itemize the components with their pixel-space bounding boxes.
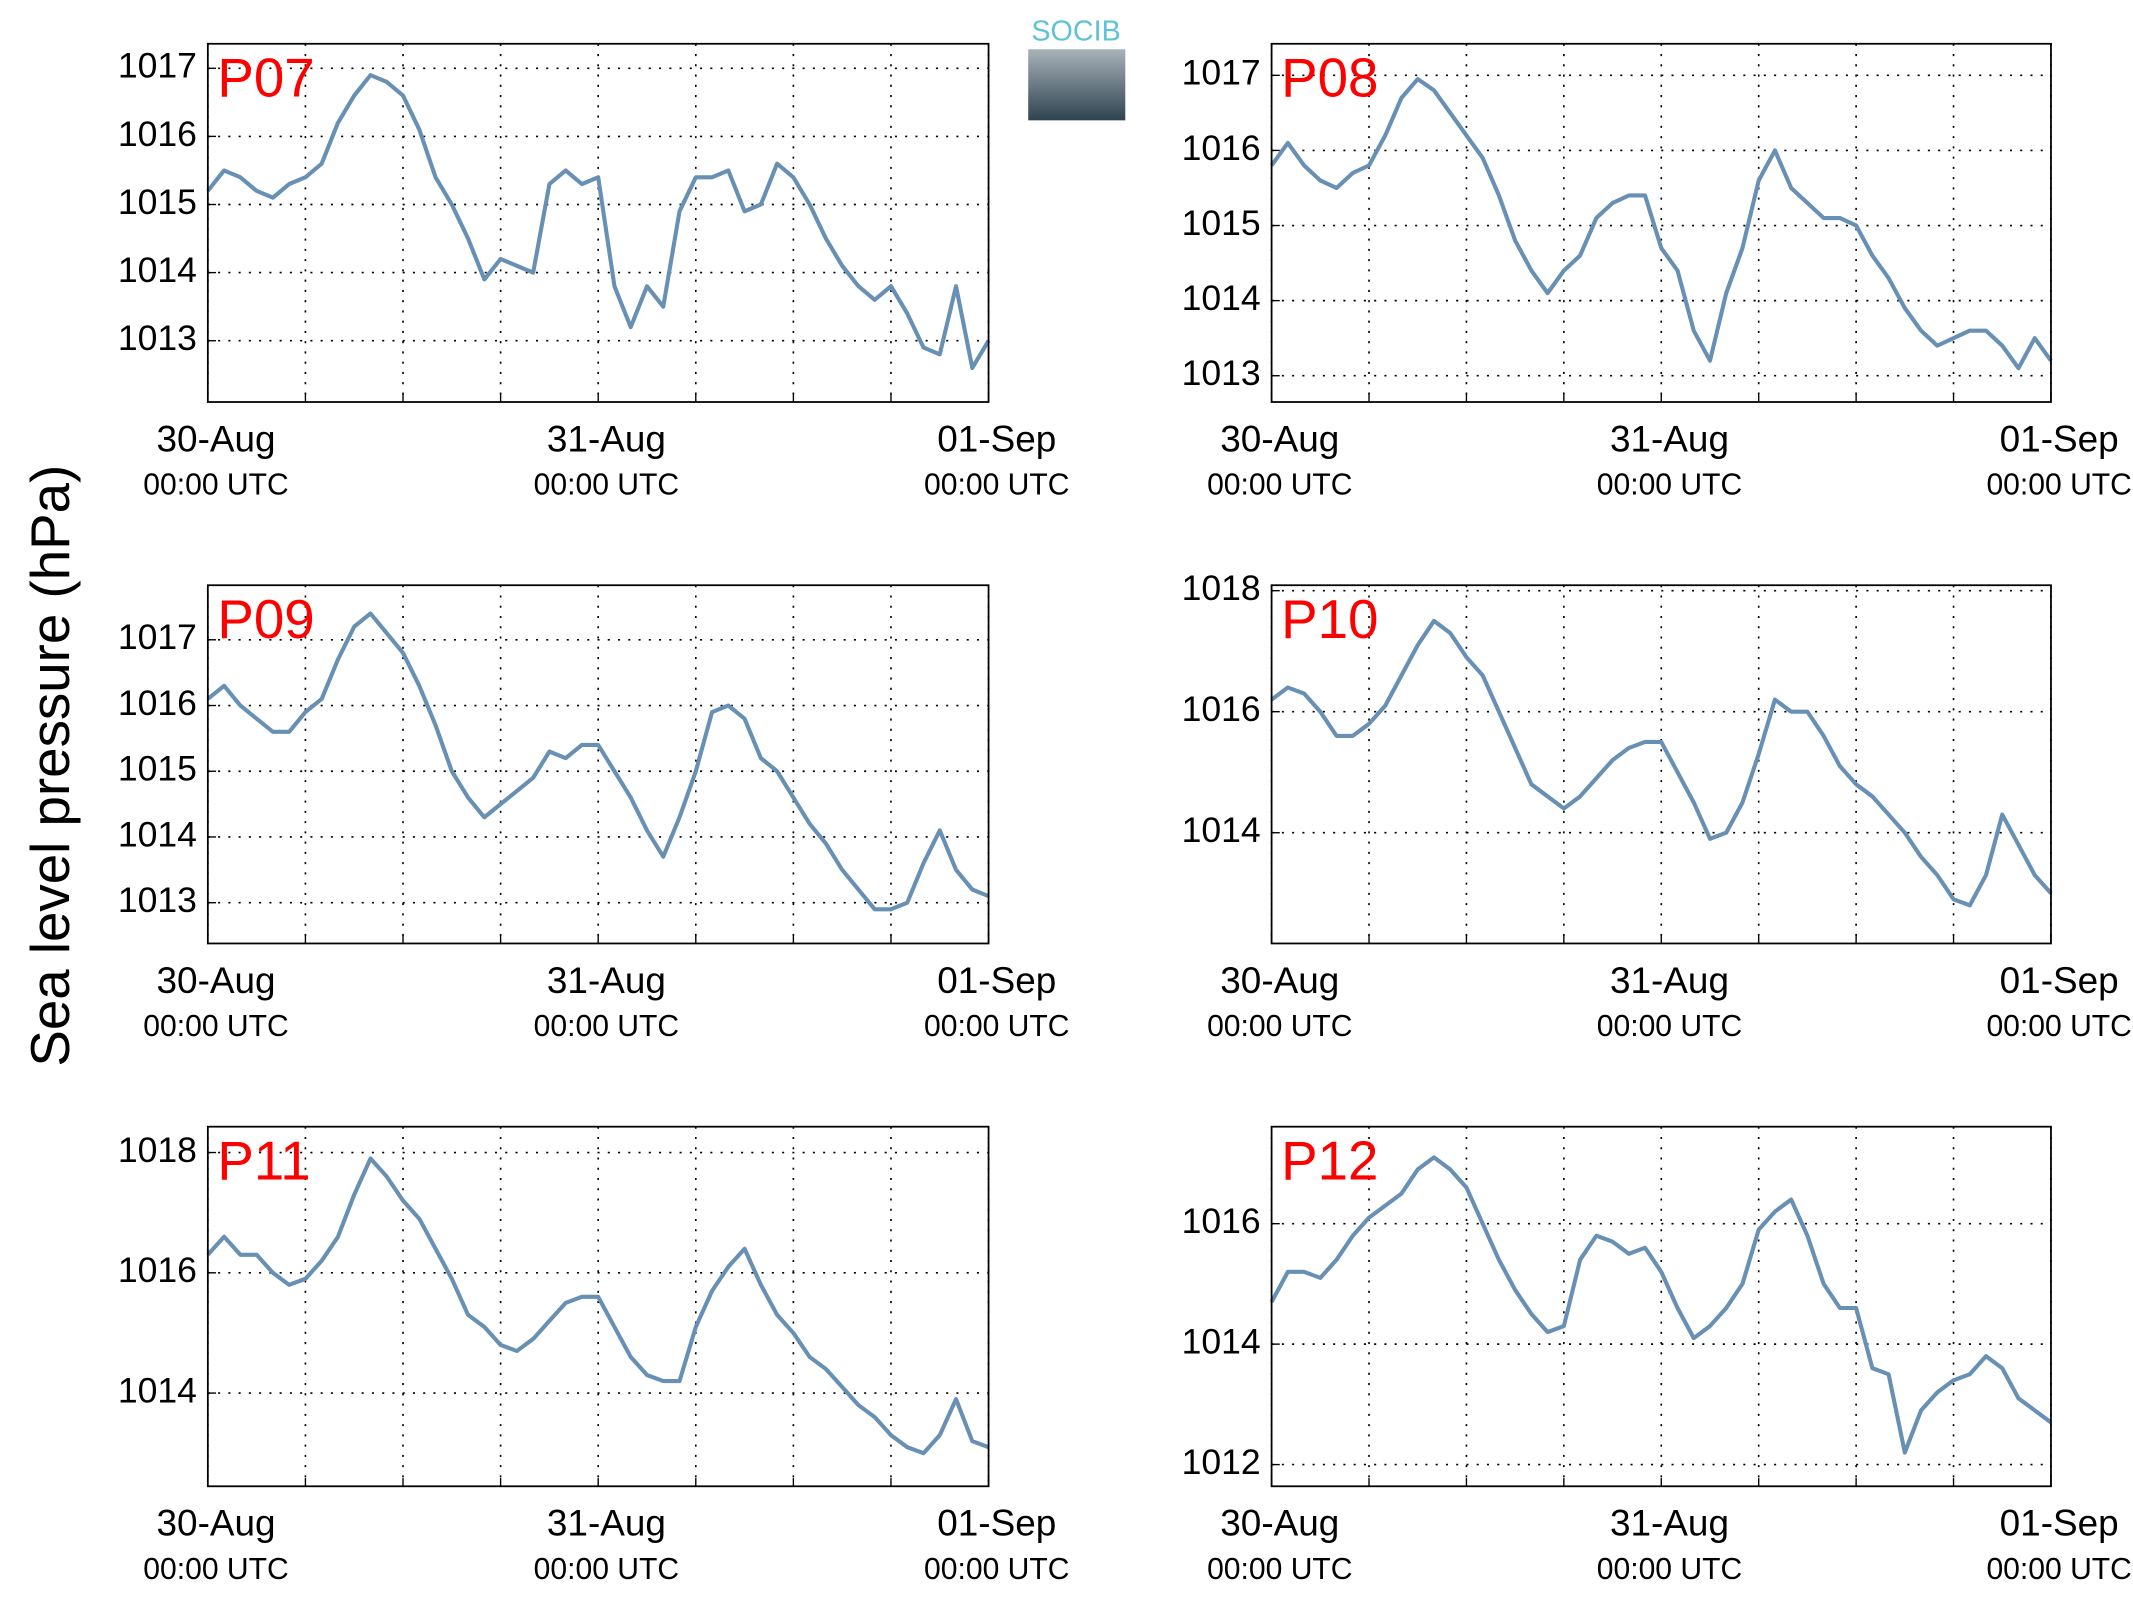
- plot-frame: [206, 42, 990, 403]
- panel: 1013 1014 1015 1016 1017 30-Aug 00:00 UTC 31-Au…: [118, 42, 1069, 502]
- data-line: [1270, 618, 2053, 908]
- panel: 1013 1014 1015 1016 1017 30-Aug 00:00 UTC 31-Au…: [118, 584, 1069, 1043]
- data-line: [1269, 77, 2053, 371]
- x-tick-label: 30-Aug: [157, 418, 276, 459]
- y-tick-label: 1016: [118, 114, 197, 154]
- x-tick-sublabel: 00:00 UTC: [1207, 1010, 1352, 1043]
- x-tick-label: 01-Sep: [937, 1503, 1056, 1544]
- x-tick-label: 30-Aug: [1220, 418, 1339, 459]
- x-tick-sublabel: 00:00 UTC: [924, 1010, 1069, 1043]
- panel: 1014 1016 1018 30-Aug 00:00 UTC 31-Aug 00:00 U…: [1182, 568, 2132, 1043]
- data-line: [1269, 1155, 2053, 1455]
- y-tick-label: 1017: [1182, 53, 1261, 93]
- panel: 1013 1014 1015 1016 1017 30-Aug 00:00 UTC 31-Au…: [1182, 42, 2132, 502]
- panel-title: P09: [217, 588, 314, 650]
- y-tick-label: 1016: [1182, 128, 1261, 168]
- x-tick-sublabel: 00:00 UTC: [143, 1010, 288, 1043]
- x-tick-sublabel: 00:00 UTC: [1597, 469, 1742, 502]
- x-tick-label: 30-Aug: [1220, 960, 1339, 1001]
- x-tick-label: 30-Aug: [157, 960, 276, 1001]
- panel-title: P11: [217, 1129, 310, 1191]
- plot-frame: [1270, 42, 2052, 403]
- x-tick-label: 01-Sep: [2000, 1503, 2119, 1544]
- x-tick-sublabel: 00:00 UTC: [534, 1553, 679, 1586]
- y-tick-label: 1018: [118, 1130, 197, 1170]
- y-tick-label: 1015: [118, 749, 197, 789]
- y-tick-label: 1014: [118, 814, 197, 854]
- panel-title: P12: [1281, 1129, 1378, 1191]
- y-tick-label: 1017: [118, 46, 197, 86]
- panel-title: P07: [217, 47, 314, 109]
- x-tick-sublabel: 00:00 UTC: [924, 469, 1069, 502]
- y-axis-label: Sea level pressure (hPa): [19, 465, 81, 1067]
- plot-frame: [1270, 584, 2052, 945]
- panel: 1014 1016 1018 30-Aug 00:00 UTC 31-Aug 00:00 U…: [118, 1125, 1069, 1586]
- data-line: [206, 73, 991, 371]
- x-tick-sublabel: 00:00 UTC: [534, 469, 679, 502]
- logo: SOCIB: [1028, 15, 1126, 121]
- y-tick-label: 1017: [118, 617, 197, 657]
- y-tick-label: 1016: [1182, 689, 1261, 729]
- plot-frame: [206, 584, 990, 945]
- y-tick-label: 1013: [118, 318, 197, 358]
- x-tick-sublabel: 00:00 UTC: [1986, 469, 2131, 502]
- plot-frame: [206, 1125, 990, 1488]
- x-tick-sublabel: 00:00 UTC: [924, 1553, 1069, 1586]
- y-tick-label: 1014: [1182, 810, 1261, 850]
- panel-title: P08: [1281, 47, 1378, 109]
- y-tick-label: 1018: [1182, 568, 1261, 608]
- x-tick-label: 01-Sep: [2000, 418, 2119, 459]
- y-tick-label: 1014: [118, 250, 197, 290]
- x-tick-sublabel: 00:00 UTC: [1986, 1553, 2131, 1586]
- y-tick-label: 1014: [1182, 278, 1261, 318]
- y-tick-label: 1016: [118, 1250, 197, 1290]
- y-tick-label: 1012: [1182, 1442, 1261, 1482]
- x-tick-sublabel: 00:00 UTC: [1986, 1010, 2131, 1043]
- x-tick-label: 31-Aug: [1610, 1503, 1729, 1544]
- plot-frame: [1270, 1125, 2052, 1488]
- x-tick-label: 31-Aug: [547, 418, 666, 459]
- x-tick-sublabel: 00:00 UTC: [1597, 1553, 1742, 1586]
- x-tick-label: 31-Aug: [1610, 418, 1729, 459]
- y-tick-label: 1013: [118, 880, 197, 920]
- data-line: [206, 611, 990, 912]
- y-tick-label: 1014: [1182, 1322, 1261, 1362]
- y-tick-label: 1013: [1182, 353, 1261, 393]
- x-tick-sublabel: 00:00 UTC: [143, 469, 288, 502]
- panel-title: P10: [1281, 588, 1378, 650]
- logo-text: SOCIB: [1031, 15, 1120, 47]
- logo-box: [1028, 49, 1126, 121]
- x-tick-label: 01-Sep: [2000, 960, 2119, 1001]
- x-tick-sublabel: 00:00 UTC: [1597, 1010, 1742, 1043]
- data-line: [206, 1156, 990, 1456]
- x-tick-label: 30-Aug: [1220, 1503, 1339, 1544]
- y-tick-label: 1016: [1182, 1201, 1261, 1241]
- x-tick-label: 01-Sep: [937, 960, 1056, 1001]
- x-tick-label: 01-Sep: [937, 418, 1056, 459]
- x-tick-label: 31-Aug: [547, 960, 666, 1001]
- y-tick-label: 1015: [1182, 203, 1261, 243]
- x-tick-sublabel: 00:00 UTC: [143, 1553, 288, 1586]
- y-tick-label: 1014: [118, 1370, 197, 1410]
- y-tick-label: 1016: [118, 683, 197, 723]
- x-tick-label: 31-Aug: [547, 1503, 666, 1544]
- x-tick-sublabel: 00:00 UTC: [534, 1010, 679, 1043]
- x-tick-label: 31-Aug: [1610, 960, 1729, 1001]
- x-tick-label: 30-Aug: [157, 1503, 276, 1544]
- x-tick-sublabel: 00:00 UTC: [1207, 469, 1352, 502]
- x-tick-sublabel: 00:00 UTC: [1207, 1553, 1352, 1586]
- panel: 1012 1014 1016 30-Aug 00:00 UTC 31-Aug 00:00 U…: [1182, 1125, 2132, 1586]
- y-tick-label: 1015: [118, 182, 197, 222]
